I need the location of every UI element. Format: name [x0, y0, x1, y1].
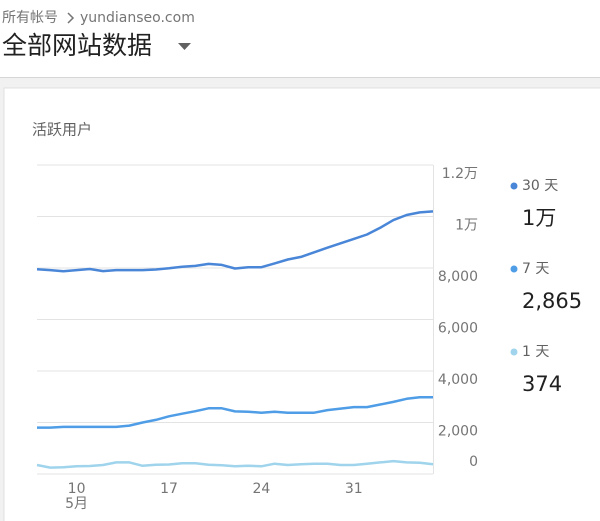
legend-total: 2,865	[522, 289, 582, 313]
month-label: 5月	[65, 496, 88, 512]
legend-dot	[510, 265, 518, 273]
y-tick-label: 8,000	[438, 269, 478, 285]
series-line	[36, 459, 434, 469]
legend-total: 374	[522, 372, 562, 396]
card	[3, 87, 600, 521]
chart-title: 活跃用户	[32, 121, 92, 139]
y-tick-label: 0	[469, 454, 478, 470]
account-name[interactable]: yundianseo.com	[80, 10, 195, 26]
series-line	[37, 396, 433, 429]
header-bg	[0, 0, 600, 78]
x-tick-label: 31	[345, 481, 363, 497]
legend-total: 1万	[522, 206, 556, 230]
legend-dot	[510, 348, 518, 356]
legend-label: 7 天	[522, 261, 549, 277]
breadcrumb[interactable]: 所有帐号	[2, 10, 58, 26]
y-tick-label: 1万	[455, 218, 478, 234]
y-tick-label: 6,000	[438, 321, 478, 337]
y-tick-label: 2,000	[438, 424, 478, 440]
series-line	[36, 210, 434, 273]
x-tick-label: 17	[160, 481, 178, 497]
y-tick-label: 4,000	[438, 372, 478, 388]
dropdown-arrow[interactable]	[178, 43, 191, 50]
legend-label: 30 天	[522, 178, 558, 194]
legend-dot	[510, 182, 518, 190]
legend-label: 1 天	[522, 344, 549, 360]
y-tick-label: 1.2万	[442, 166, 478, 182]
breadcrumb-chevron	[67, 12, 75, 24]
x-tick-label: 24	[252, 481, 270, 497]
x-tick-label: 10	[68, 481, 86, 497]
view-title[interactable]: 全部网站数据	[2, 31, 152, 60]
